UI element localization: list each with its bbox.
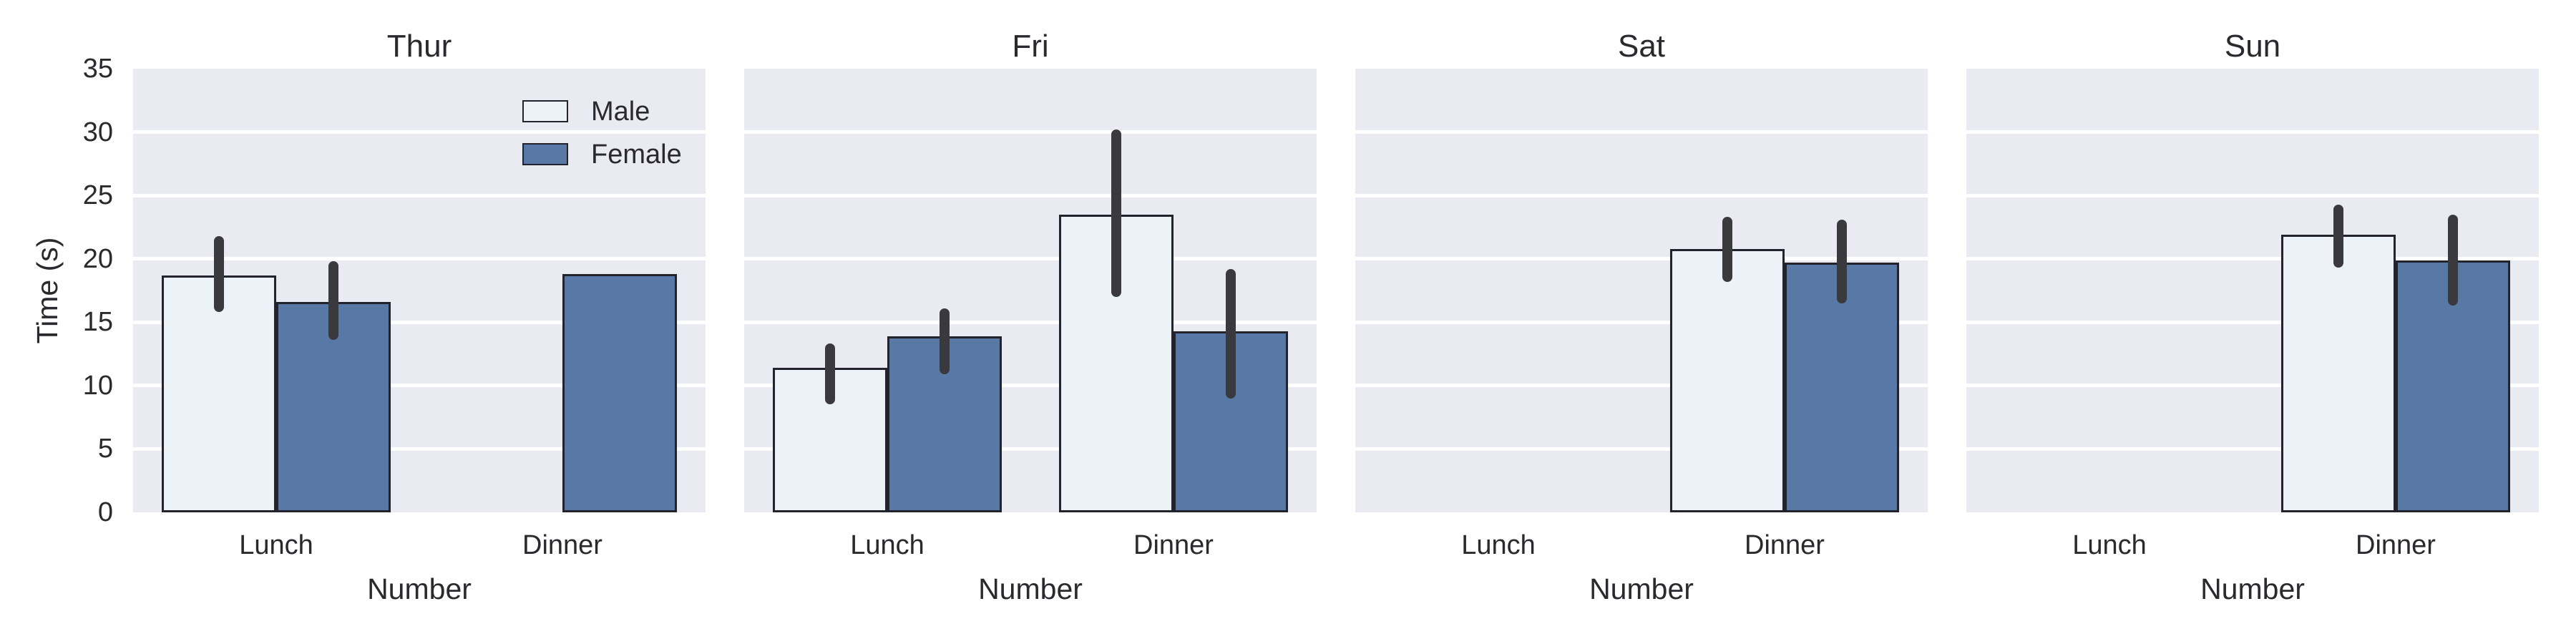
bar-thur-dinner-female bbox=[562, 274, 677, 512]
grid-line bbox=[744, 193, 1317, 197]
x-tick-label: Lunch bbox=[2072, 530, 2147, 560]
x-tick-label: Dinner bbox=[522, 530, 602, 560]
error-bar bbox=[1722, 217, 1732, 282]
error-bar bbox=[825, 343, 835, 405]
legend-label: Male bbox=[591, 97, 650, 127]
bar-sun-dinner-male bbox=[2281, 235, 2396, 512]
grid-line bbox=[1966, 384, 2539, 388]
grid-line bbox=[1355, 193, 1928, 197]
x-tick-label: Dinner bbox=[1133, 530, 1214, 560]
x-axis-label: Number bbox=[2200, 572, 2305, 605]
bar-sat-dinner-male bbox=[1670, 248, 1785, 512]
y-axis-label: Time (s) bbox=[31, 237, 64, 344]
error-bar bbox=[940, 308, 950, 374]
y-tick-label: 5 bbox=[97, 434, 113, 464]
y-tick-label: 15 bbox=[82, 307, 113, 338]
legend-swatch bbox=[522, 100, 568, 122]
x-tick-label: Lunch bbox=[1461, 530, 1536, 560]
grid-line bbox=[133, 193, 706, 197]
error-bar bbox=[1837, 219, 1847, 303]
grid-line bbox=[133, 257, 706, 261]
x-tick-label: Lunch bbox=[239, 530, 313, 560]
grid-line bbox=[133, 130, 706, 135]
grid-line bbox=[1355, 320, 1928, 324]
x-axis-label: Number bbox=[1589, 572, 1694, 605]
x-axis-label: Number bbox=[978, 572, 1083, 605]
legend-label: Female bbox=[591, 140, 682, 170]
bar-thur-lunch-male bbox=[162, 275, 276, 512]
facet-title: Thur bbox=[386, 29, 452, 64]
error-bar bbox=[1226, 268, 1236, 399]
grid-line bbox=[1966, 257, 2539, 261]
facet-title: Fri bbox=[1012, 29, 1049, 64]
bar-sat-dinner-female bbox=[1785, 263, 1899, 512]
y-tick-label: 25 bbox=[82, 180, 113, 211]
y-tick-label: 20 bbox=[82, 243, 113, 274]
error-bar bbox=[2333, 204, 2343, 268]
x-tick-label: Lunch bbox=[850, 530, 924, 560]
error-bar bbox=[2448, 214, 2458, 306]
x-tick-label: Dinner bbox=[2356, 530, 2436, 560]
grid-line bbox=[133, 447, 706, 451]
error-bar bbox=[214, 235, 224, 313]
plot-area-fri bbox=[744, 69, 1317, 512]
error-bar bbox=[328, 261, 338, 341]
grid-line bbox=[1355, 130, 1928, 135]
grid-line bbox=[744, 257, 1317, 261]
y-tick-label: 10 bbox=[82, 370, 113, 401]
plot-area-sun bbox=[1966, 69, 2539, 512]
grid-line bbox=[1966, 130, 2539, 135]
plot-area-sat bbox=[1355, 69, 1928, 512]
grid-line bbox=[1966, 320, 2539, 324]
grid-line bbox=[133, 384, 706, 388]
grid-line bbox=[744, 320, 1317, 324]
facet-title: Sat bbox=[1617, 29, 1666, 64]
grid-line bbox=[133, 320, 706, 324]
grid-line bbox=[744, 384, 1317, 388]
grid-line bbox=[744, 447, 1317, 451]
error-bar bbox=[1111, 130, 1121, 297]
legend-swatch bbox=[522, 143, 568, 165]
facet-title: Sun bbox=[2224, 29, 2281, 64]
x-tick-label: Dinner bbox=[1745, 530, 1825, 560]
y-tick-label: 0 bbox=[97, 497, 113, 527]
grid-line bbox=[1355, 384, 1928, 388]
y-tick-label: 30 bbox=[82, 117, 113, 147]
plot-area-thur bbox=[133, 69, 706, 512]
grid-line bbox=[1355, 257, 1928, 261]
grid-line bbox=[1966, 193, 2539, 197]
y-tick-label: 35 bbox=[82, 54, 113, 84]
x-axis-label: Number bbox=[367, 572, 472, 605]
grid-line bbox=[1355, 447, 1928, 451]
grid-line bbox=[1966, 447, 2539, 451]
grid-line bbox=[744, 130, 1317, 135]
